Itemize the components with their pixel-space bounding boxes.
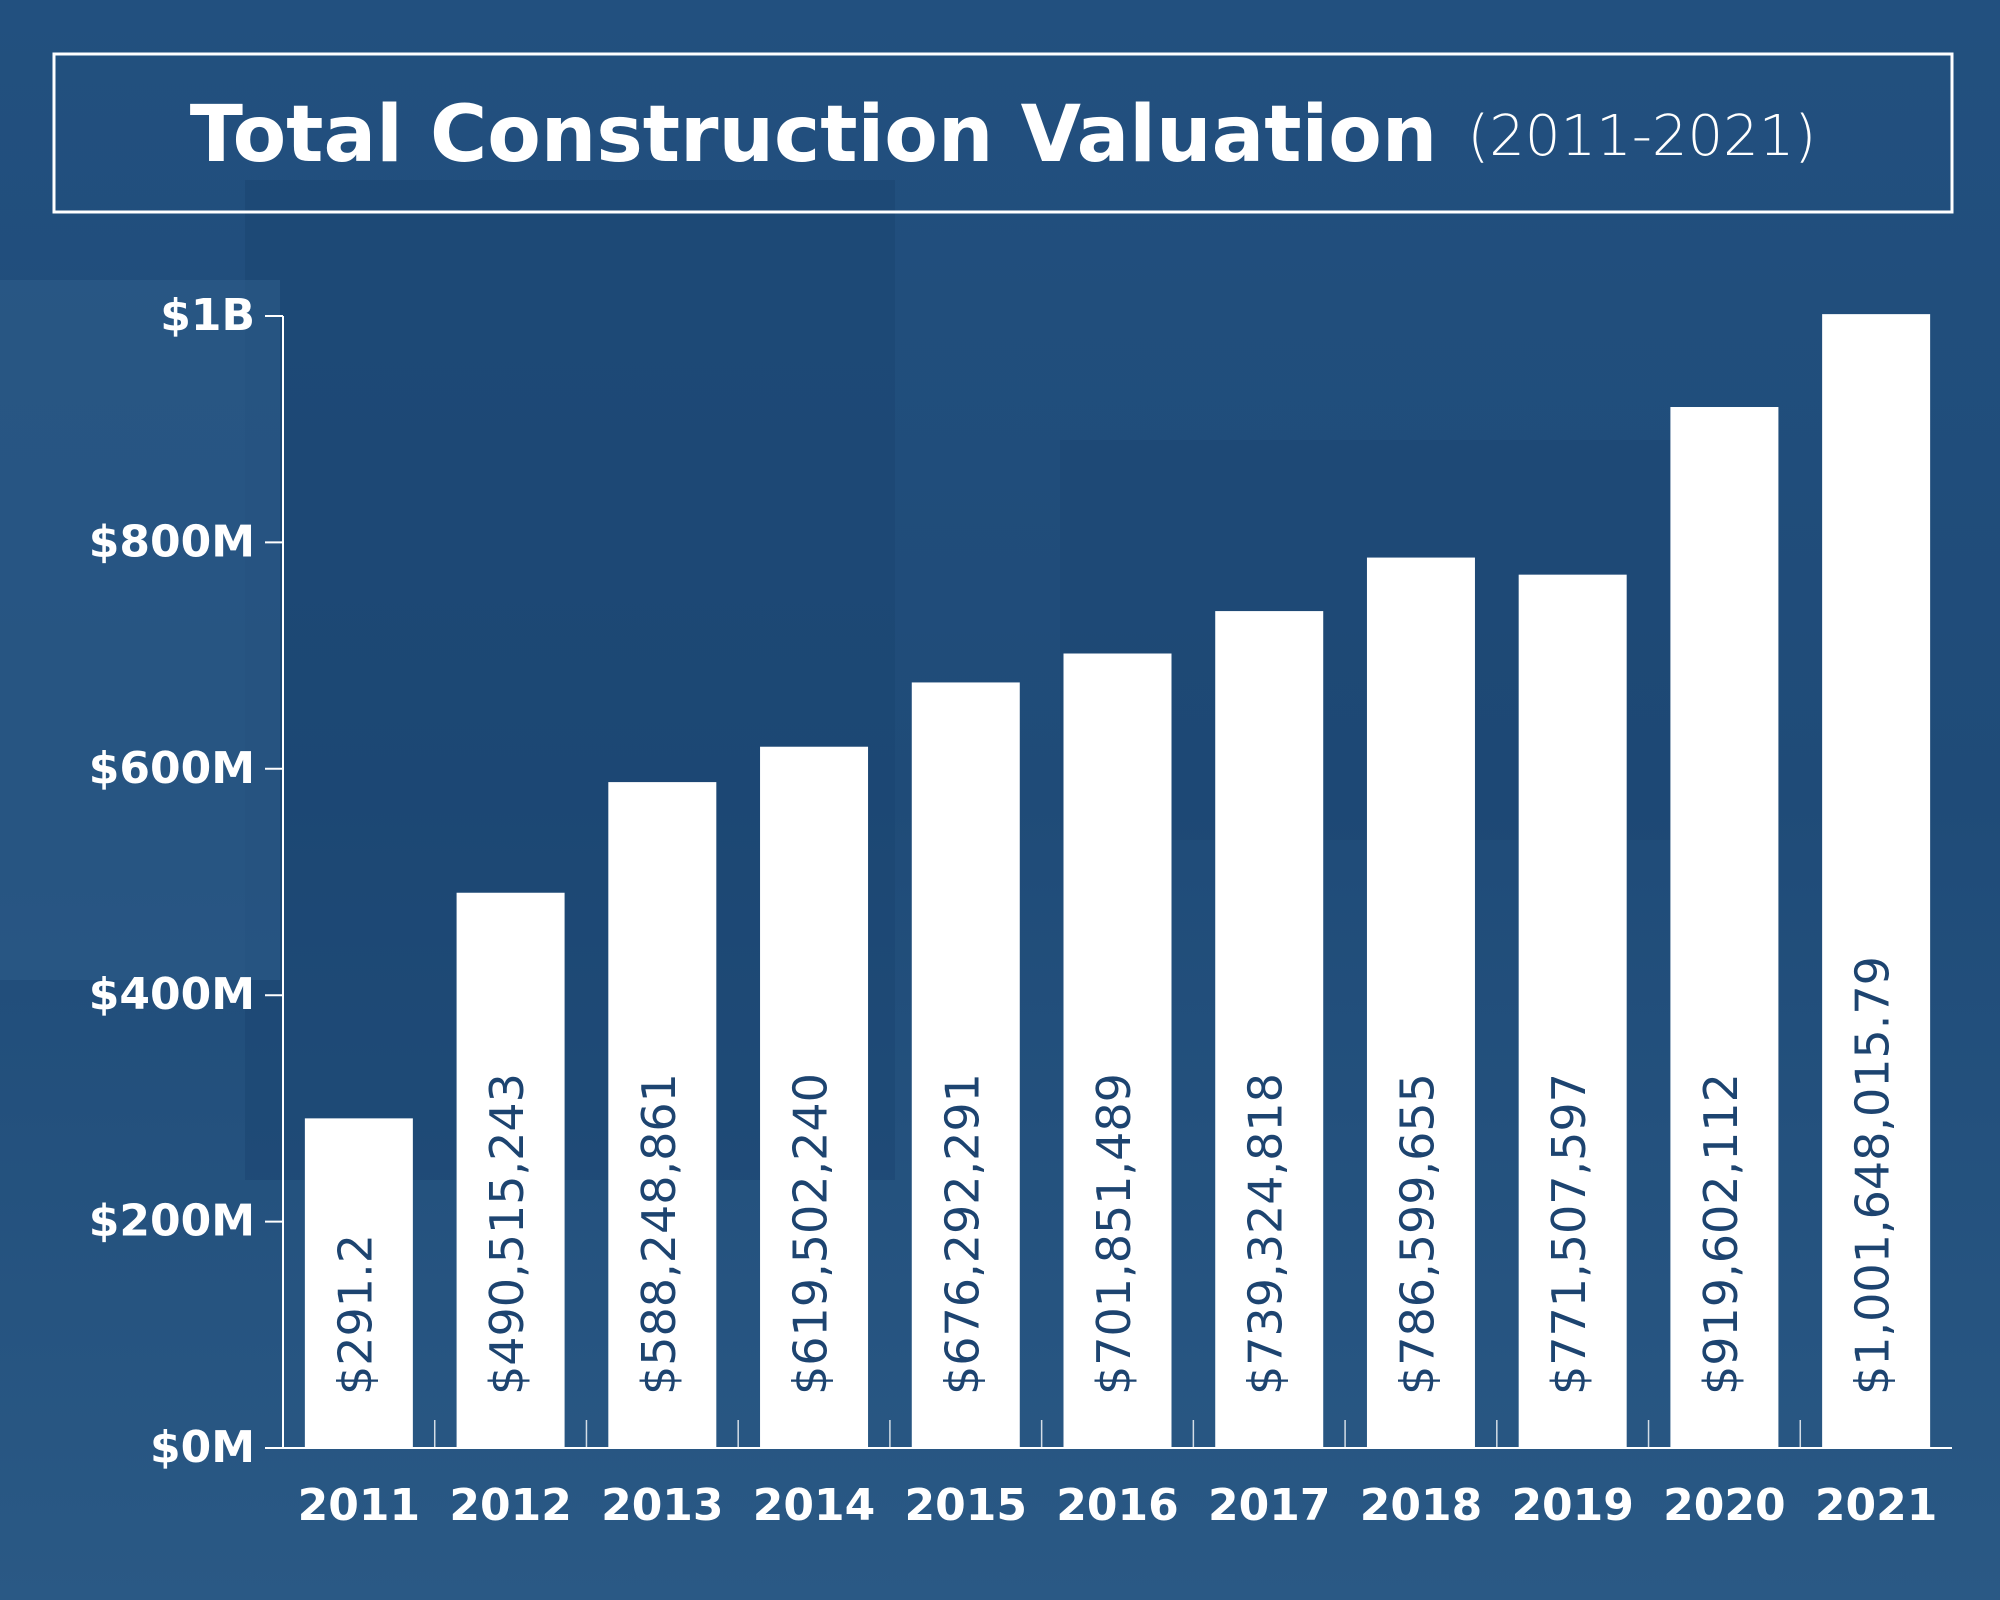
- bar: [456, 892, 565, 1448]
- title-group: Total Construction Valuation (2011-2021): [190, 90, 1817, 180]
- y-tick-label: $800M: [89, 516, 255, 567]
- value-label: $588,248,861: [632, 1073, 686, 1395]
- y-tick-label: $600M: [89, 743, 255, 794]
- x-tick-label: 2015: [905, 1480, 1027, 1531]
- x-tick-label: 2021: [1815, 1480, 1937, 1531]
- value-label: $919,602,112: [1694, 1073, 1748, 1395]
- value-label: $701,851,489: [1087, 1073, 1141, 1395]
- value-label: $490,515,243: [480, 1073, 534, 1395]
- value-label: $291.2: [328, 1234, 382, 1395]
- y-tick-label: $0M: [150, 1422, 255, 1473]
- x-tick-label: 2019: [1511, 1480, 1633, 1531]
- value-label: $771,507,597: [1542, 1073, 1596, 1395]
- chart-subtitle: (2011-2021): [1467, 104, 1816, 169]
- bar: [1822, 314, 1931, 1448]
- value-label: $1,001,648,015.79: [1846, 956, 1900, 1395]
- y-tick-label: $400M: [89, 969, 255, 1020]
- x-tick-label: 2016: [1056, 1480, 1178, 1531]
- bar: [1518, 574, 1627, 1448]
- bar: [608, 782, 717, 1448]
- bar: [1063, 653, 1172, 1448]
- x-tick-label: 2011: [298, 1480, 420, 1531]
- x-tick-label: 2014: [753, 1480, 875, 1531]
- title-box: [52, 52, 1954, 214]
- y-tick-label: $200M: [89, 1196, 255, 1247]
- x-tick-label: 2018: [1360, 1480, 1482, 1531]
- bar: [1670, 407, 1779, 1449]
- value-label: $739,324,818: [1239, 1073, 1293, 1395]
- bar: [760, 746, 869, 1448]
- bar: [304, 1118, 413, 1448]
- bar: [911, 682, 1020, 1448]
- x-tick-label: 2017: [1208, 1480, 1330, 1531]
- y-tick-label: $1B: [160, 290, 255, 341]
- chart-title: Total Construction Valuation: [190, 90, 1438, 180]
- value-label: $786,599,655: [1390, 1073, 1444, 1395]
- backdrop-building: [0, 280, 280, 980]
- x-tick-label: 2012: [449, 1480, 571, 1531]
- value-label: $619,502,240: [784, 1073, 838, 1395]
- bar: [1366, 557, 1475, 1448]
- bar: [1215, 611, 1324, 1448]
- value-label: $676,292,291: [935, 1073, 989, 1395]
- x-tick-label: 2013: [601, 1480, 723, 1531]
- x-tick-label: 2020: [1663, 1480, 1785, 1531]
